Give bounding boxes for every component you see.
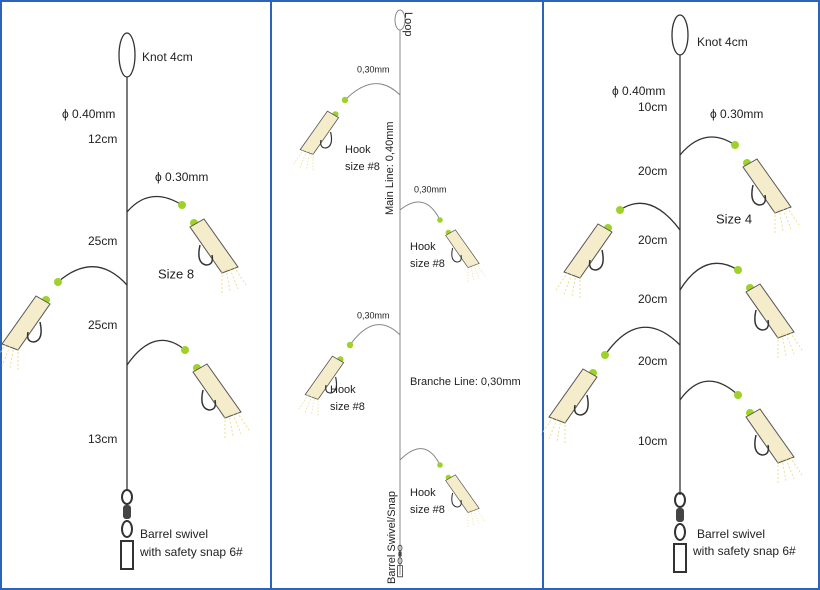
label: 20cm: [638, 233, 667, 247]
label: Barrel swivel: [697, 527, 765, 541]
label: ϕ 0.30mm: [710, 107, 763, 121]
label: Size 8: [158, 266, 194, 281]
label: with safety snap 6#: [692, 544, 796, 558]
lure: [180, 345, 250, 439]
label: Hook: [345, 144, 371, 156]
lure: [436, 216, 486, 283]
label: Barrel swivel: [140, 527, 208, 541]
swivel: [120, 489, 134, 570]
lure: [294, 97, 348, 171]
label: Hook: [410, 241, 436, 253]
lure: [733, 265, 803, 359]
label: size #8: [410, 258, 445, 270]
label: ϕ 0.30mm: [155, 170, 208, 184]
label: Barrel Swivel/Snap: [386, 491, 398, 584]
rig-middle: Loop 0,30mm Main Line: 0,40mm Hook size …: [294, 9, 521, 584]
lure: [556, 206, 624, 298]
label: with safety snap 6#: [139, 545, 243, 559]
label: Hook: [330, 384, 356, 396]
label: Knot 4cm: [142, 50, 193, 64]
rig-left: Knot 4cm ϕ 0.40mm 12cm ϕ 0.30mm 25cm Siz…: [0, 32, 250, 570]
lure: [541, 351, 609, 443]
label: Knot 4cm: [697, 35, 748, 49]
label: Size 4: [716, 211, 752, 226]
label: Hook: [410, 487, 436, 499]
lure: [436, 461, 486, 528]
label: Main Line: 0,40mm: [384, 121, 396, 215]
label: 0,30mm: [414, 184, 447, 194]
label: size #8: [410, 504, 445, 516]
label: 25cm: [88, 234, 117, 248]
label: 20cm: [638, 164, 667, 178]
lure: [0, 278, 62, 370]
label: 10cm: [638, 100, 667, 114]
swivel: [673, 492, 687, 573]
label: size #8: [345, 161, 380, 173]
label: Loop: [402, 12, 414, 36]
rig-right: Knot 4cm ϕ 0.40mm 10cm ϕ 0.30mm 20cm Siz…: [541, 14, 803, 573]
label: ϕ 0.40mm: [612, 84, 665, 98]
label: 25cm: [88, 318, 117, 332]
label: size #8: [330, 401, 365, 413]
lure: [733, 390, 803, 484]
label: 0,30mm: [357, 310, 390, 320]
label: ϕ 0.40mm: [62, 107, 115, 121]
label: 20cm: [638, 354, 667, 368]
label: 12cm: [88, 132, 117, 146]
label: 0,30mm: [357, 64, 390, 74]
label: 20cm: [638, 292, 667, 306]
label: Branche Line: 0,30mm: [410, 376, 521, 388]
label: 13cm: [88, 432, 117, 446]
label: 10cm: [638, 434, 667, 448]
